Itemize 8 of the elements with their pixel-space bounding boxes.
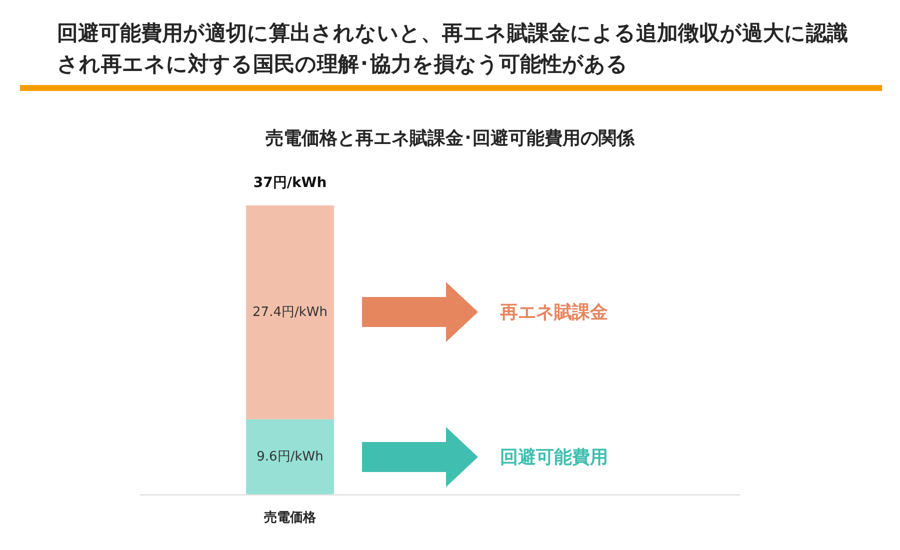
text: 再エネ賦課金 — [500, 301, 608, 324]
x-tick-label: 売電価格 — [264, 510, 317, 526]
text: 回避可能費用 — [500, 446, 608, 469]
total-label: 37円/kWh — [253, 175, 327, 192]
data-label: 27.4円/kWh — [252, 304, 328, 320]
data-label: 9.6円/kWh — [256, 449, 324, 464]
text: 回避可能費用が適切に算出されないと、再エネ賦課金による追加徴収が過大に認識され再エネに対する国民の理解･協力を損なう可能性がある — [57, 20, 849, 78]
text: 売電価格と再エネ賦課金･回避可能費用の関係 — [264, 127, 636, 150]
